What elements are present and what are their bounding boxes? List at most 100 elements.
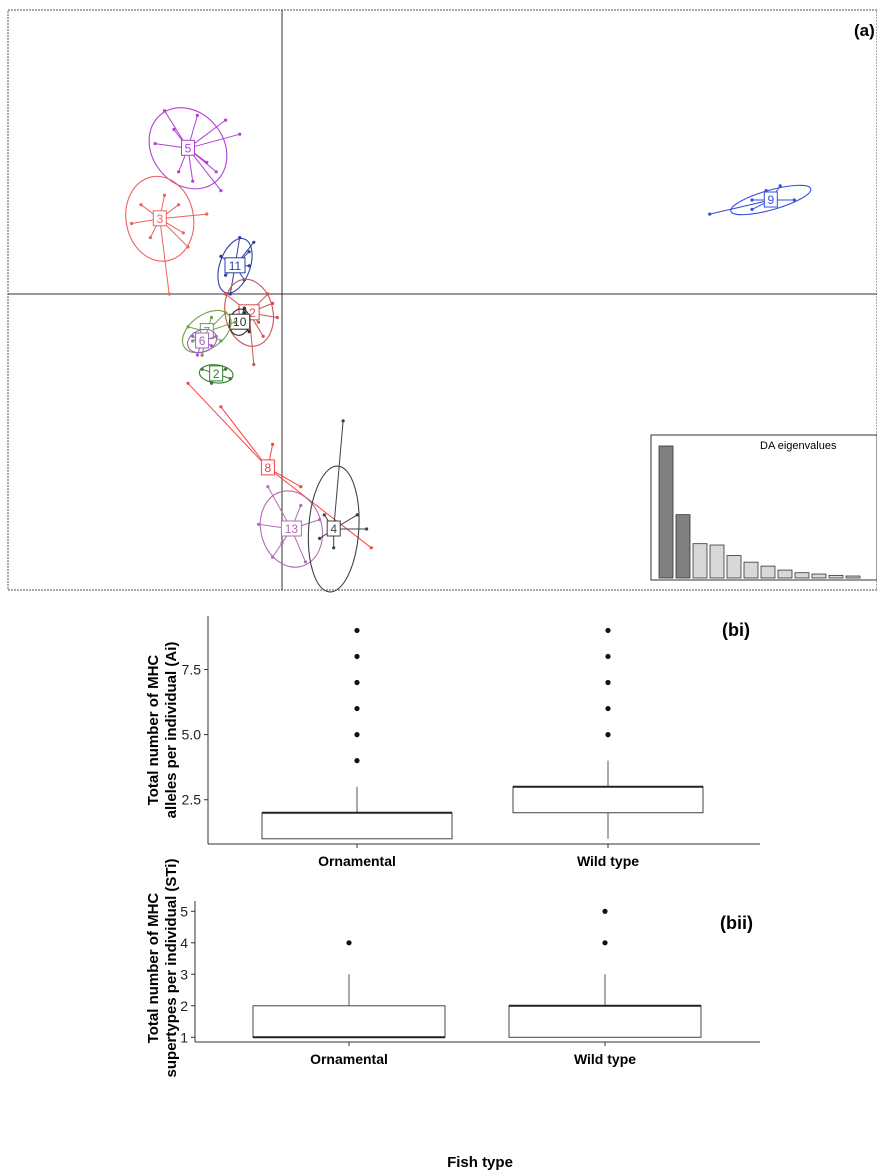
group-8: 8 xyxy=(186,381,373,550)
group-spoke xyxy=(159,213,207,220)
box-wild-type xyxy=(508,908,702,1038)
group-11: 11 xyxy=(217,236,256,296)
outlier-point xyxy=(605,653,611,660)
group-2: 2 xyxy=(198,364,234,385)
group-point xyxy=(167,292,171,296)
panel-a-label: (a) xyxy=(854,21,875,40)
group-label-box xyxy=(195,332,210,349)
group-label-text: 4 xyxy=(330,522,337,536)
y-axis-label-line: supertypes per individual (STi) xyxy=(163,859,180,1078)
group-point xyxy=(186,381,190,385)
group-point xyxy=(242,311,246,315)
group-ellipse xyxy=(125,175,195,262)
outlier-point xyxy=(354,732,360,738)
panel-a-frame xyxy=(7,9,877,591)
group-label-text: 8 xyxy=(265,461,272,475)
bii-x-axis-label: Fish type xyxy=(447,1154,513,1171)
y-axis-label-line: Total number of MHC xyxy=(145,893,162,1044)
group-label-box xyxy=(224,257,246,274)
group-point xyxy=(792,198,796,202)
group-point xyxy=(214,170,218,174)
group-ellipse xyxy=(148,107,228,190)
panel-bi-label: (bi) xyxy=(722,620,750,640)
group-point xyxy=(261,334,265,338)
group-point xyxy=(341,419,345,423)
group-label-text: 7 xyxy=(203,325,210,339)
group-point xyxy=(247,264,251,268)
eigenvalue-bar xyxy=(845,575,861,579)
eigenvalue-bar xyxy=(794,572,810,579)
group-point xyxy=(778,184,782,188)
group-point xyxy=(191,334,195,338)
group-ellipse xyxy=(307,465,360,593)
group-point xyxy=(750,207,754,211)
group-point xyxy=(242,306,246,310)
group-point xyxy=(365,527,369,531)
group-point xyxy=(355,513,359,517)
group-point xyxy=(318,536,322,541)
group-5: 5 xyxy=(148,107,242,193)
y-tick-label: 3 xyxy=(180,966,188,982)
group-7: 7 xyxy=(181,309,237,357)
group-point xyxy=(172,127,176,132)
group-point xyxy=(247,250,251,254)
eigenvalue-bar xyxy=(743,561,759,579)
eigenvalue-inset: DA eigenvalues xyxy=(650,434,877,581)
group-point xyxy=(238,236,242,240)
group-point xyxy=(209,381,214,385)
group-point xyxy=(200,353,204,357)
group-point xyxy=(247,330,251,334)
eigenvalue-bar xyxy=(709,544,725,579)
group-label-box xyxy=(152,210,167,227)
group-10: 10 xyxy=(228,306,251,336)
group-spoke xyxy=(187,133,240,149)
y-tick-label: 2 xyxy=(180,998,188,1014)
eigenvalue-bar xyxy=(675,514,691,579)
group-point xyxy=(266,292,270,296)
group-point xyxy=(148,236,152,240)
bii-axes: 1 2 3 4 5 Ornamental Wild type xyxy=(180,901,760,1067)
panel-bii-label: (bii) xyxy=(720,913,753,933)
box-iqr xyxy=(261,812,453,840)
group-point xyxy=(764,189,768,193)
outlier-point xyxy=(605,705,611,712)
group-point xyxy=(209,344,214,348)
group-point xyxy=(224,292,228,296)
group-point xyxy=(252,240,256,244)
group-point xyxy=(299,485,303,489)
box-ornamental xyxy=(252,940,446,1039)
x-tick-label: Wild type xyxy=(574,1051,636,1067)
outlier-point xyxy=(346,940,352,946)
group-4: 4 xyxy=(307,419,369,593)
group-point xyxy=(280,541,284,545)
group-point xyxy=(271,555,275,559)
group-spoke xyxy=(220,406,269,469)
outlier-point xyxy=(354,627,360,634)
group-point xyxy=(252,362,256,367)
group-point xyxy=(322,513,326,517)
group-point xyxy=(224,367,228,371)
outlier-point xyxy=(354,679,360,686)
group-label-text: 10 xyxy=(233,315,247,329)
bi-y-axis-label: Total number of MHC alleles per individua… xyxy=(145,642,180,819)
eigenvalue-bar xyxy=(760,565,776,579)
group-point xyxy=(219,254,223,258)
group-label-box xyxy=(280,520,302,537)
group-ellipse xyxy=(181,309,232,354)
group-point xyxy=(228,377,232,381)
group-spoke xyxy=(709,199,771,215)
group-label-text: 3 xyxy=(156,212,163,226)
group-ellipse xyxy=(259,490,324,568)
group-label-box xyxy=(181,139,195,156)
box-iqr xyxy=(512,786,704,814)
group-point xyxy=(162,193,167,197)
group-point xyxy=(181,231,185,235)
group-label-box xyxy=(209,365,224,382)
group-spoke xyxy=(187,382,269,469)
x-tick-label: Ornamental xyxy=(310,1051,388,1067)
box-iqr xyxy=(252,1005,446,1038)
outlier-point xyxy=(605,679,611,686)
bi-boxes xyxy=(261,627,704,840)
eigenvalue-bar xyxy=(828,574,844,579)
